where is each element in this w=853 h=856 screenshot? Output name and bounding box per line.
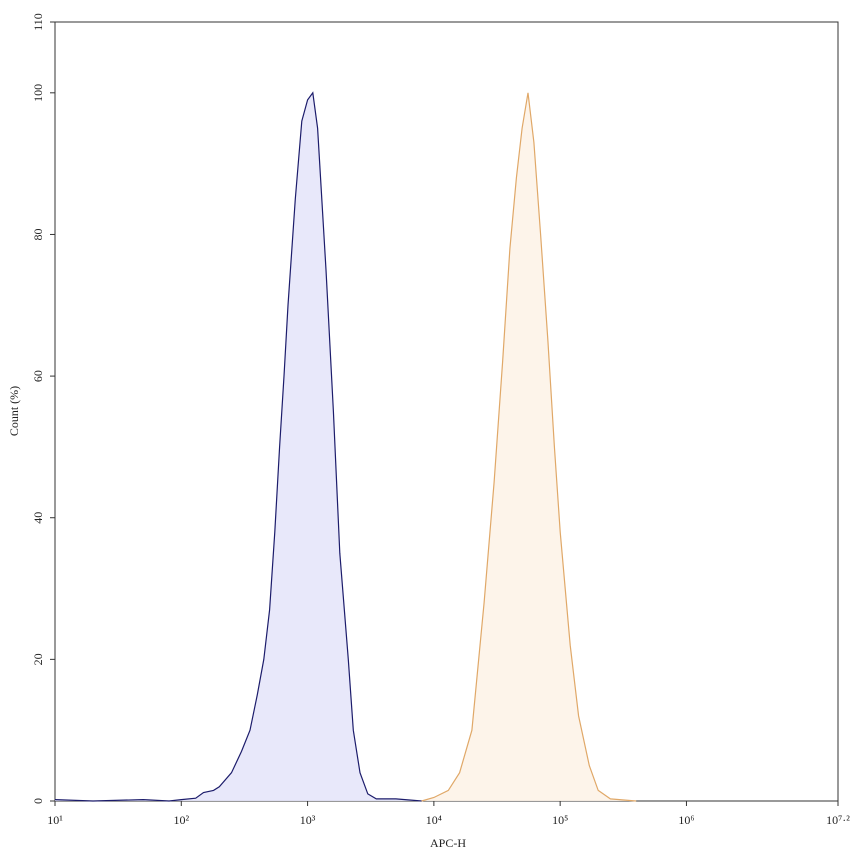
x-tick-label: 10⁷·² <box>826 813 850 827</box>
y-tick-label: 60 <box>31 370 45 382</box>
x-axis-label: APC-H <box>430 836 466 850</box>
y-tick-label: 110 <box>31 13 45 31</box>
x-tick-label: 10¹ <box>47 813 63 827</box>
y-tick-label: 40 <box>31 512 45 524</box>
y-tick-label: 20 <box>31 653 45 665</box>
area-fill <box>421 92 637 802</box>
y-tick-label: 80 <box>31 228 45 240</box>
plot-frame <box>54 21 839 802</box>
x-tick-label: 10² <box>173 813 189 827</box>
x-tick-label: 10⁴ <box>426 813 442 827</box>
x-tick-label: 10⁵ <box>552 813 568 827</box>
x-tick-label: 10³ <box>300 813 316 827</box>
y-tick-label: 0 <box>31 798 45 804</box>
x-tick-label: 10⁶ <box>678 813 694 827</box>
y-axis-label: Count (%) <box>7 386 21 436</box>
histogram-line <box>421 92 637 802</box>
histogram-line <box>54 91 422 802</box>
y-tick-label: 100 <box>31 84 45 102</box>
area-fill <box>55 92 422 802</box>
